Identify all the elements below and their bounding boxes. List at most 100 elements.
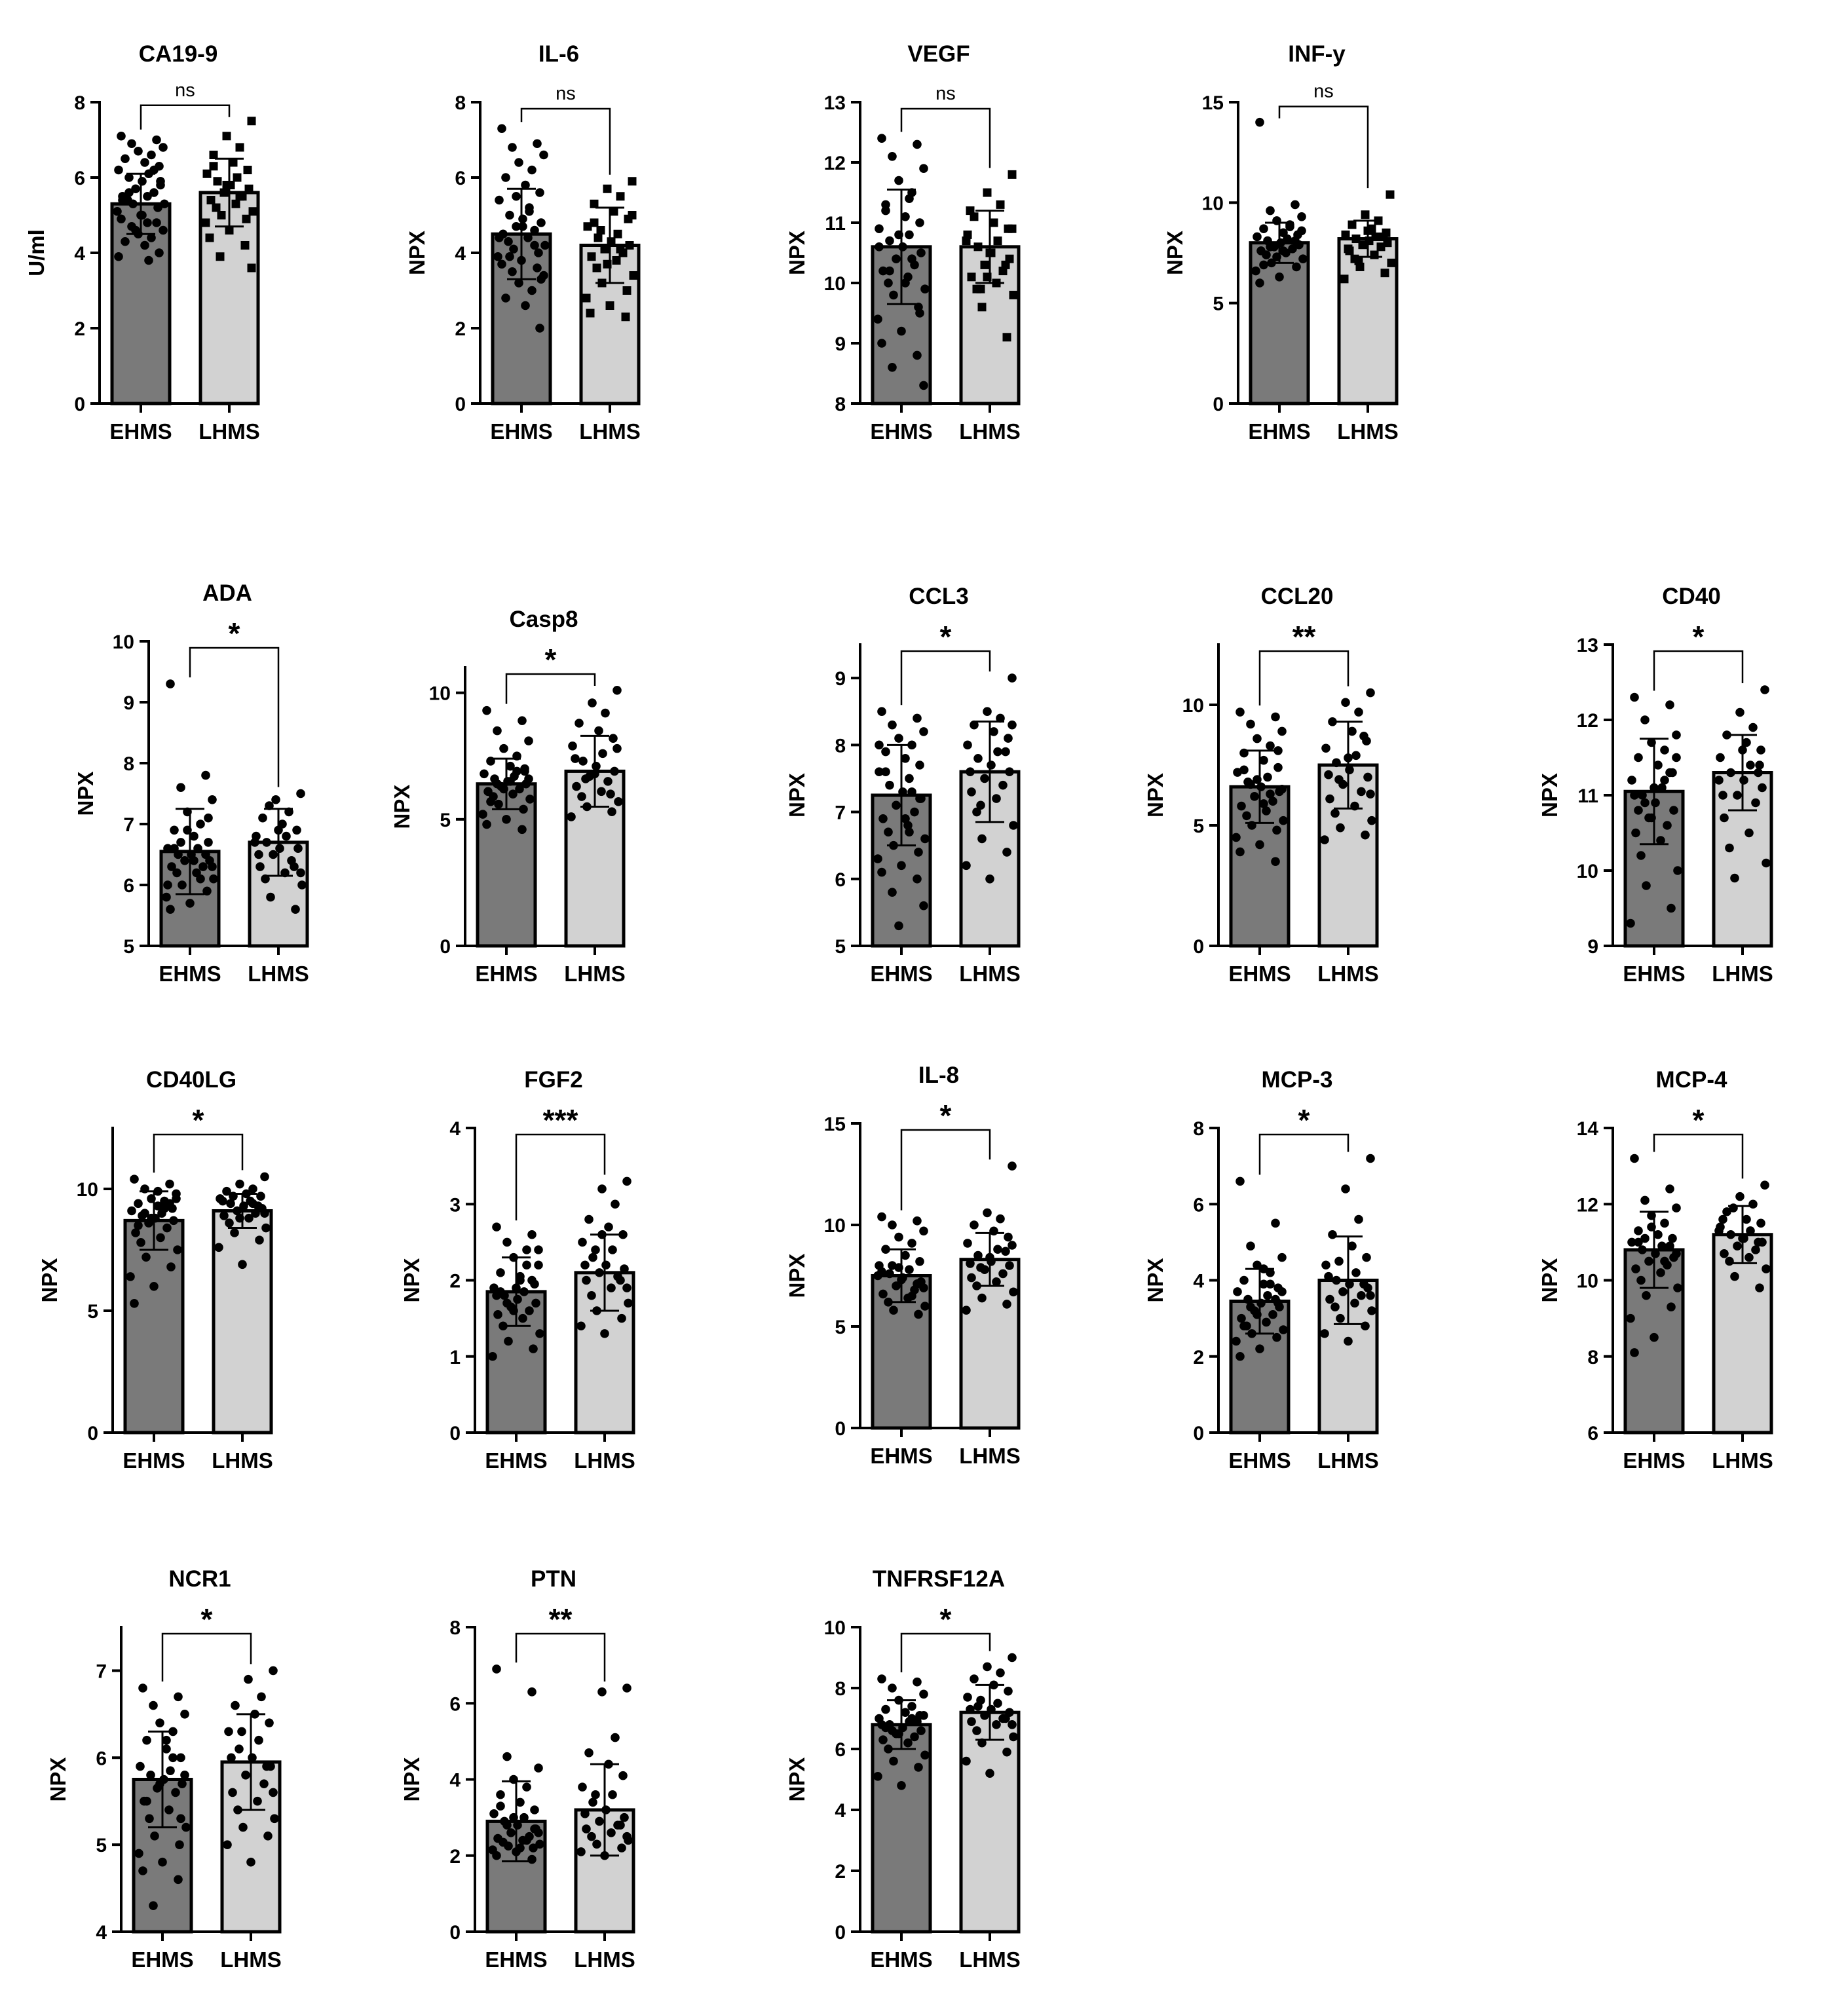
data-point: [609, 734, 618, 743]
data-point: [527, 1854, 537, 1864]
y-tick-label: 4: [96, 1922, 107, 1944]
data-point: [998, 780, 1008, 790]
data-point: [901, 753, 910, 763]
data-point: [1321, 1260, 1330, 1270]
data-point: [527, 1275, 537, 1285]
data-point: [620, 1813, 629, 1822]
data-point: [963, 1693, 972, 1702]
data-point: [962, 1756, 971, 1766]
significance-label: **: [1292, 620, 1316, 654]
y-tick-label: 13: [1577, 635, 1598, 656]
data-point: [1725, 843, 1734, 853]
significance-bracket: [1258, 1133, 1349, 1175]
data-point: [1755, 761, 1764, 770]
x-category-label: EHMS: [1248, 419, 1310, 443]
data-point: [1259, 1279, 1268, 1289]
data-point: [919, 1711, 928, 1720]
data-point: [489, 1283, 499, 1292]
data-point: [977, 1293, 987, 1303]
data-point: [1232, 833, 1241, 842]
data-point: [597, 1184, 607, 1193]
y-tick-label: 4: [449, 1770, 461, 1792]
data-point: [1363, 772, 1372, 782]
y-tick-label: 10: [1577, 1271, 1598, 1292]
data-point: [258, 813, 267, 823]
y-tick-label: 5: [123, 936, 134, 958]
data-point: [1237, 801, 1246, 811]
significance-bracket: [1258, 650, 1349, 706]
data-point: [1291, 236, 1300, 246]
data-point: [888, 152, 897, 161]
y-tick-label: 8: [449, 1617, 461, 1639]
data-point: [134, 146, 143, 156]
data-point: [1288, 244, 1297, 254]
data-point: [976, 1263, 985, 1272]
data-point: [1002, 333, 1011, 342]
y-tick-label: 0: [835, 1922, 846, 1944]
significance-bracket: [900, 1129, 991, 1211]
y-tick-label: 9: [123, 692, 134, 714]
data-point: [269, 1788, 278, 1797]
data-point: [983, 188, 992, 197]
data-point: [242, 214, 251, 223]
y-tick-label: 8: [74, 92, 85, 114]
data-point: [1246, 719, 1255, 729]
data-point: [1754, 1237, 1763, 1247]
y-tick-label: 7: [96, 1661, 107, 1682]
y-tick-label: 5: [835, 936, 846, 958]
x-category-label: EHMS: [1228, 1448, 1291, 1473]
data-point: [535, 324, 544, 333]
data-point: [159, 143, 168, 152]
data-point: [992, 794, 1001, 803]
data-point: [162, 1223, 172, 1233]
data-point: [875, 767, 884, 777]
data-point: [1277, 726, 1287, 736]
y-tick-label: 2: [1193, 1347, 1204, 1368]
data-point: [213, 177, 222, 186]
data-point: [233, 1206, 242, 1216]
data-point: [131, 225, 140, 235]
data-point: [160, 199, 169, 209]
data-point: [214, 1243, 223, 1252]
data-point: [920, 284, 930, 294]
x-category-label: LHMS: [198, 419, 260, 443]
data-point: [888, 888, 897, 897]
data-point: [1351, 751, 1361, 761]
data-point: [905, 774, 914, 783]
data-point: [522, 1260, 531, 1270]
panel-title: TNFRSF12A: [873, 1566, 1005, 1592]
data-point: [1298, 254, 1308, 264]
data-point: [1277, 1252, 1287, 1262]
data-point: [1272, 1332, 1281, 1342]
data-point: [1246, 1241, 1255, 1250]
data-point: [124, 173, 134, 182]
panel-vegf: VEGF NPX 8 9 10 11 12 13 EHMS LHMS ns: [785, 41, 1021, 443]
data-point: [171, 1788, 180, 1797]
data-point: [537, 218, 546, 227]
x-category-label: EHMS: [109, 419, 172, 443]
data-point: [516, 1271, 525, 1281]
significance-label: *: [940, 1099, 952, 1133]
data-point: [1351, 235, 1361, 244]
data-point: [1273, 762, 1283, 772]
data-point: [1358, 240, 1367, 250]
data-point: [263, 1832, 273, 1841]
data-point: [504, 236, 513, 246]
data-point: [575, 719, 584, 728]
data-point: [877, 867, 886, 877]
data-point: [894, 176, 903, 185]
data-point: [1268, 797, 1277, 806]
data-point: [1246, 1302, 1255, 1311]
data-point: [293, 844, 303, 853]
data-point: [505, 252, 514, 261]
x-category-label: LHMS: [1337, 419, 1399, 443]
data-point: [204, 813, 213, 823]
data-point: [1341, 1184, 1350, 1193]
data-point: [1359, 1279, 1368, 1289]
data-point: [156, 176, 165, 186]
data-point: [914, 1763, 923, 1772]
y-tick-label: 8: [1587, 1347, 1598, 1368]
data-point: [254, 850, 263, 859]
y-tick-label: 3: [449, 1194, 461, 1216]
data-point: [993, 236, 1002, 246]
